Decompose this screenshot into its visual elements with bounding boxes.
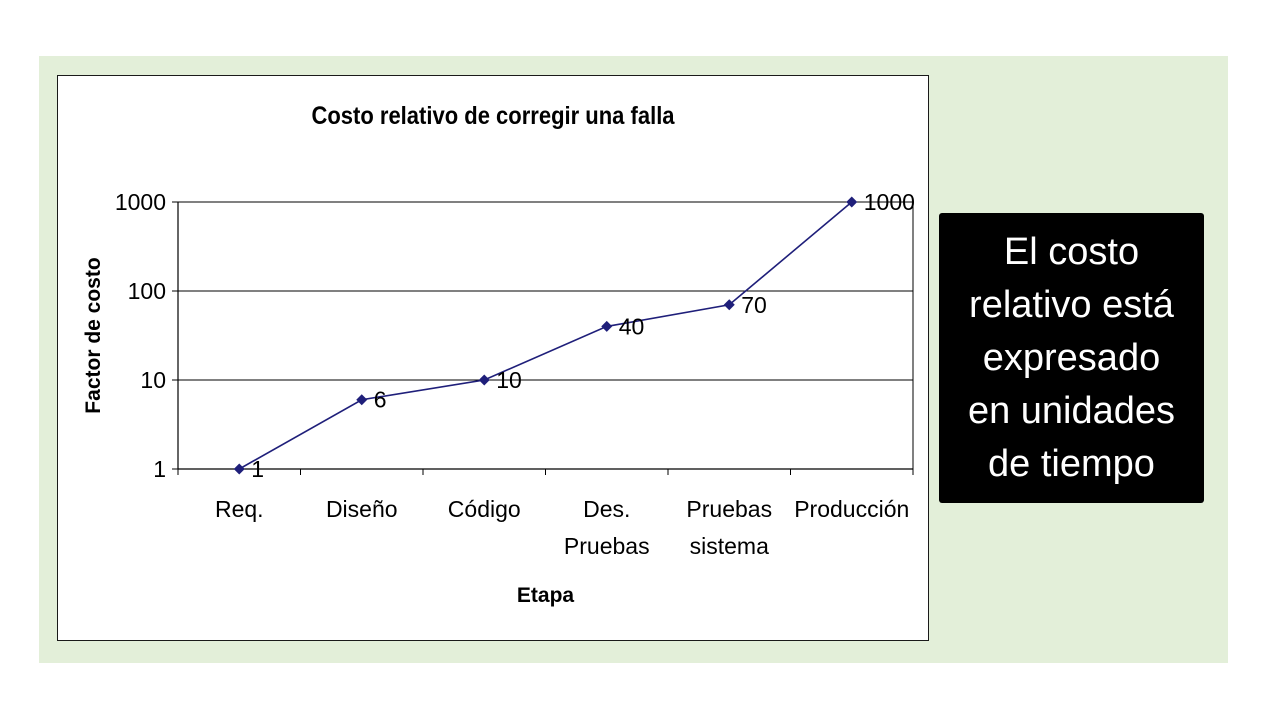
callout-text: El costo relativo está expresado en unidade… [967, 230, 1176, 485]
data-point [356, 394, 368, 406]
data-label: 1000 [864, 189, 915, 215]
x-tick-label: Pruebas [564, 533, 650, 559]
x-tick-label: sistema [690, 533, 769, 559]
x-tick-label: Código [448, 496, 521, 522]
chart-plot: 1 10 100 1000 Req. Diseño Código Des. Pruebas Pru… [82, 189, 915, 607]
y-tick-label: 1000 [115, 189, 166, 215]
y-tick-label: 10 [140, 367, 166, 393]
data-label: 1 [251, 456, 264, 482]
chart-title: Costo relativo de corregir una falla [311, 102, 675, 130]
y-tick-label: 1 [153, 456, 166, 482]
series-line [238, 201, 853, 470]
chart-frame: Costo relativo de corregir una falla 1 10… [57, 75, 929, 641]
y-tick-label: 100 [128, 278, 166, 304]
x-tick-label: Des. [583, 496, 630, 522]
x-axis-title: Etapa [517, 584, 575, 607]
data-label: 6 [374, 387, 387, 413]
data-label: 70 [741, 292, 767, 318]
data-label: 40 [619, 313, 645, 339]
callout-box: El costo relativo está expresado en unidade… [939, 213, 1204, 503]
data-point [233, 463, 245, 475]
x-tick-label: Req. [215, 496, 264, 522]
data-point [478, 374, 490, 386]
x-tick-label: Producción [794, 496, 909, 522]
data-point [601, 320, 613, 332]
y-axis-title: Factor de costo [82, 257, 105, 413]
data-point [846, 196, 858, 208]
data-point [723, 299, 735, 311]
x-tick-label: Diseño [326, 496, 398, 522]
data-label: 10 [496, 367, 522, 393]
x-tick-label: Pruebas [686, 496, 772, 522]
